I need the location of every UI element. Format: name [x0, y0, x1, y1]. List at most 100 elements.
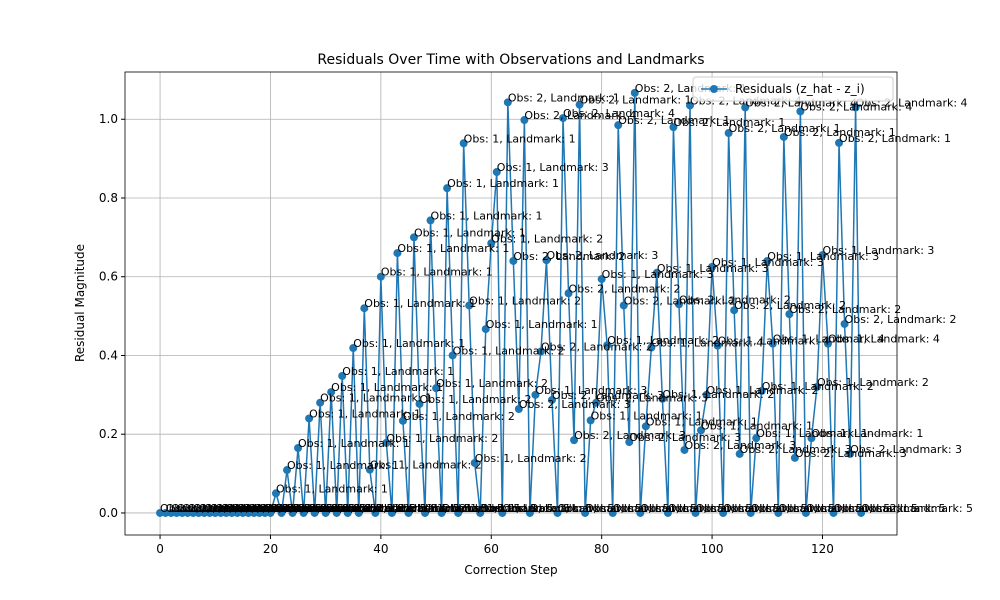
annotation: Obs: 2, Landmark: 2 [734, 299, 846, 312]
data-point [652, 268, 661, 277]
annotation: Obs: 1, Landmark: 5 [199, 502, 311, 515]
annotation: Obs: 1, Landmark: 5 [585, 502, 697, 515]
data-point [757, 386, 766, 395]
annotation: Obs: 1, Landmark: 5 [166, 502, 278, 515]
data-point [702, 390, 711, 399]
data-point [741, 103, 750, 112]
data-point [249, 508, 258, 517]
annotation: Obs: 1, Landmark: 2 [475, 452, 587, 465]
data-point [829, 508, 838, 517]
annotation: Obs: 1, Landmark: 5 [254, 502, 366, 515]
data-point [570, 436, 579, 445]
annotation: Obs: 1, Landmark: 5 [696, 502, 808, 515]
annotation: Obs: 1, Landmark: 5 [315, 502, 427, 515]
annotation: Obs: 1, Landmark: 5 [408, 502, 520, 515]
annotation: Obs: 1, Landmark: 5 [834, 502, 946, 515]
data-point [421, 508, 430, 517]
annotation: Obs: 2, Landmark: 2 [513, 250, 625, 263]
annotation: Obs: 1, Landmark: 5 [480, 502, 592, 515]
annotation: Obs: 1, Landmark: 3 [822, 244, 934, 257]
annotation: Obs: 1, Landmark: 5 [243, 502, 355, 515]
data-point [559, 114, 568, 123]
data-point [835, 138, 844, 147]
data-point [697, 426, 706, 435]
annotation: Obs: 1, Landmark: 1 [276, 482, 388, 495]
data-point [641, 422, 650, 431]
data-point [321, 508, 330, 517]
data-point [625, 438, 634, 447]
data-point [807, 434, 816, 443]
annotation: Obs: 2, Landmark: 5 [861, 502, 973, 515]
annotation: Obs: 1, Landmark: 3 [657, 262, 769, 275]
data-point [708, 262, 717, 271]
annotation: Obs: 1, Landmark: 5 [248, 502, 360, 515]
annotation: Obs: 1, Landmark: 5 [293, 502, 405, 515]
data-point [211, 508, 220, 517]
annotation: Obs: 1, Landmark: 1 [364, 297, 476, 310]
annotation: Obs: 1, Landmark: 2 [607, 334, 719, 347]
data-point [233, 508, 242, 517]
annotation: Obs: 1, Landmark: 2 [453, 344, 565, 357]
data-point [200, 508, 209, 517]
annotation: Obs: 1, Landmark: 3 [712, 256, 824, 269]
data-point [801, 508, 810, 517]
data-point [470, 458, 479, 467]
data-point [719, 508, 728, 517]
data-point [597, 275, 606, 284]
annotation: Obs: 1, Landmark: 1 [353, 337, 465, 350]
data-point [592, 398, 601, 407]
data-point [167, 508, 176, 517]
data-point [724, 129, 733, 138]
annotation: Obs: 1, Landmark: 2 [707, 384, 819, 397]
data-point [536, 347, 545, 356]
annotation: Obs: 1, Landmark: 5 [259, 502, 371, 515]
annotation: Obs: 1, Landmark: 4 [651, 337, 763, 350]
annotation: Obs: 2, Landmark: 4 [524, 109, 636, 122]
data-point [189, 508, 198, 517]
annotation: Obs: 1, Landmark: 1 [646, 415, 758, 428]
data-point [553, 508, 562, 517]
data-point [448, 351, 457, 360]
annotation: Obs: 1, Landmark: 1 [309, 407, 421, 420]
data-point [332, 508, 341, 517]
data-point [492, 168, 501, 177]
data-point [183, 508, 192, 517]
data-point [498, 508, 507, 517]
chart-title: Residuals Over Time with Observations an… [317, 52, 704, 68]
annotation: Obs: 2, Landmark: 3 [574, 429, 686, 442]
y-axis-label: Residual Magnitude [73, 244, 87, 362]
data-point [487, 239, 496, 248]
data-point [459, 139, 468, 148]
annotation: Obs: 1, Landmark: 5 [502, 502, 614, 515]
annotation: Obs: 1, Landmark: 3 [602, 268, 714, 281]
annotation: Obs: 2, Landmark: 2 [624, 294, 736, 307]
data-point [465, 301, 474, 310]
annotation: Obs: 2, Landmark: 3 [850, 443, 962, 456]
data-point [404, 508, 413, 517]
data-point [310, 508, 319, 517]
data-point [161, 508, 170, 517]
annotation: Obs: 1, Landmark: 2 [403, 410, 515, 423]
annotation: Obs: 1, Landmark: 5 [160, 502, 272, 515]
annotation: Obs: 1, Landmark: 2 [386, 432, 498, 445]
data-point [327, 388, 336, 397]
annotation: Obs: 1, Landmark: 5 [215, 502, 327, 515]
data-point [255, 508, 264, 517]
annotation: Obs: 1, Landmark: 5 [458, 502, 570, 515]
annotation: Obs: 1, Landmark: 5 [558, 502, 670, 515]
data-point [294, 443, 303, 452]
data-point [172, 508, 181, 517]
annotation: Obs: 1, Landmark: 1 [701, 419, 813, 432]
data-point [658, 394, 667, 403]
data-point [365, 465, 374, 474]
data-point [238, 508, 247, 517]
data-point [283, 466, 292, 475]
annotation: Obs: 1, Landmark: 4 [773, 333, 885, 346]
annotation: Obs: 1, Landmark: 1 [811, 427, 923, 440]
annotation: Obs: 1, Landmark: 5 [193, 502, 305, 515]
data-point [371, 508, 380, 517]
data-point [360, 304, 369, 313]
data-point [316, 398, 325, 407]
x-tick-label: 60 [484, 542, 499, 556]
